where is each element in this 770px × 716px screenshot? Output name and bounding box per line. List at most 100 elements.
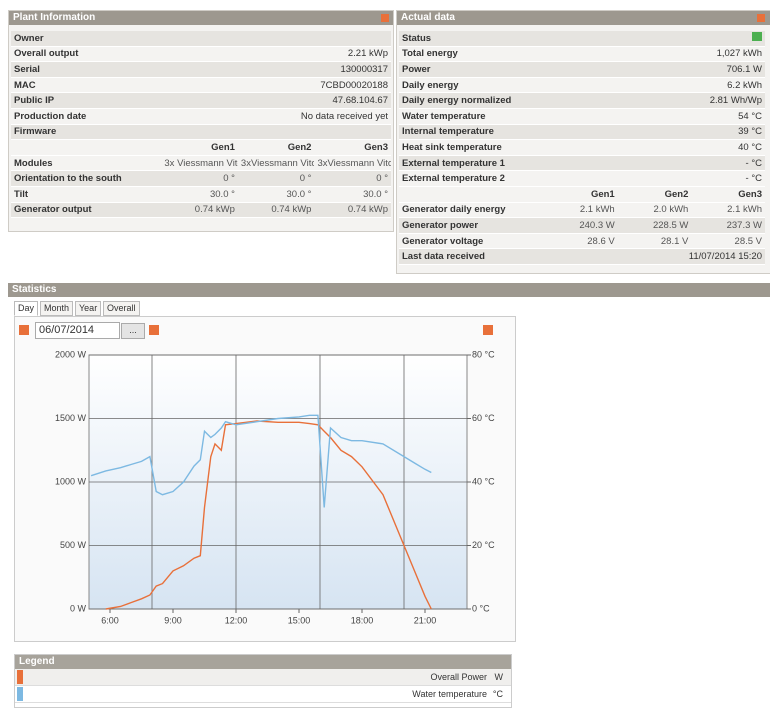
panel-title: Statistics xyxy=(12,284,57,295)
generator-value: 3xViessmann Vito xyxy=(237,155,315,172)
generator-table: Gen1 Gen2 Gen3 Modules 3x Viessmann Vito 3xVi… xyxy=(11,140,391,219)
info-row: Daily energy 6.2 kWh xyxy=(399,77,765,94)
row-label: External temperature 1 xyxy=(399,155,643,172)
row-label: Water temperature xyxy=(399,108,643,125)
row-label: Heat sink temperature xyxy=(399,139,643,156)
y2-tick-label: 40 °C xyxy=(472,476,495,486)
panel-title: Legend xyxy=(19,656,55,667)
tab-bar: Day Month Year Overall xyxy=(14,299,514,317)
panel-header: Legend xyxy=(15,655,511,669)
series-line xyxy=(90,414,432,508)
chart: 0 W 500 W 1000 W 1500 W 2000 W 0 °C 20 °C 40 °C… xyxy=(55,349,495,625)
generator-header: Gen3 xyxy=(314,140,391,156)
row-label: Internal temperature xyxy=(399,124,643,141)
collapse-icon[interactable] xyxy=(381,14,389,22)
row-value: 706.1 W xyxy=(642,61,765,78)
generator-value: 0.74 kWp xyxy=(161,202,238,219)
info-row: Production date No data received yet xyxy=(11,108,391,125)
generator-header: Gen3 xyxy=(691,186,765,203)
legend-unit: °C xyxy=(492,689,503,699)
generator-value: 228.5 W xyxy=(617,217,692,234)
generator-row: Orientation to the south 0 ° 0 ° 0 ° xyxy=(11,170,391,187)
panel-header: Actual data xyxy=(397,11,770,25)
info-table: Owner Overall output 2.21 kWp Serial 1300003… xyxy=(11,31,391,141)
prev-button[interactable] xyxy=(19,325,29,335)
statistics-panel: Statistics Day Month Year Overall 06/07/201… xyxy=(8,283,770,713)
row-label: Total energy xyxy=(399,46,643,63)
generator-value: 2.0 kWh xyxy=(617,202,692,219)
x-tick-label: 18:00 xyxy=(351,615,374,625)
legend: W Overall Power °C Water temperature xyxy=(15,669,511,703)
generator-header-row: Gen1 Gen2 Gen3 xyxy=(11,140,391,156)
row-label: Generator voltage xyxy=(399,233,545,250)
actual-data-panel: Actual data Status Total energy 1,027 kWh P… xyxy=(396,10,770,274)
generator-value: 28.1 V xyxy=(617,233,692,250)
info-row: Daily energy normalized 2.81 Wh/Wp xyxy=(399,92,765,109)
y2-tick-label: 80 °C xyxy=(472,349,495,359)
row-value xyxy=(184,31,391,47)
row-value: 2.21 kWp xyxy=(184,46,391,63)
generator-row: Generator daily energy 2.1 kWh 2.0 kWh 2.1 … xyxy=(399,202,765,219)
row-label: Status xyxy=(399,31,643,47)
x-tick-label: 9:00 xyxy=(164,615,182,625)
generator-value: 0 ° xyxy=(314,170,391,187)
row-label: Generator daily energy xyxy=(399,202,545,219)
row-value: 47.68.104.67 xyxy=(184,92,391,109)
generator-row: Generator voltage 28.6 V 28.1 V 28.5 V xyxy=(399,233,765,250)
row-value: 130000317 xyxy=(184,61,391,78)
row-value: 54 °C xyxy=(642,108,765,125)
row-label: Daily energy xyxy=(399,77,643,94)
row-value: 6.2 kWh xyxy=(642,77,765,94)
collapse-icon[interactable] xyxy=(757,14,765,22)
info-row: Power 706.1 W xyxy=(399,61,765,78)
row-label: External temperature 2 xyxy=(399,170,643,187)
row-value: 7CBD00020188 xyxy=(184,77,391,94)
panel-header: Plant Information xyxy=(9,11,393,25)
row-label: Owner xyxy=(11,31,185,47)
generator-value: 28.6 V xyxy=(544,233,618,250)
generator-header: Gen1 xyxy=(544,186,618,203)
generator-value: 30.0 ° xyxy=(314,186,391,203)
info-row: Heat sink temperature 40 °C xyxy=(399,139,765,156)
tab[interactable]: Overall xyxy=(103,301,140,316)
row-value: 1,027 kWh xyxy=(642,46,765,63)
row-label: Daily energy normalized xyxy=(399,92,643,109)
status-ok-icon xyxy=(752,32,762,42)
date-input[interactable]: 06/07/2014 xyxy=(35,322,120,339)
legend-name: Water temperature xyxy=(412,689,487,699)
generator-row: Generator power 240.3 W 228.5 W 237.3 W xyxy=(399,217,765,234)
footer-value: 11/07/2014 15:20 xyxy=(592,249,765,265)
generator-header: Gen1 xyxy=(161,140,238,156)
generator-value: 240.3 W xyxy=(544,217,618,234)
tab[interactable]: Year xyxy=(75,301,102,316)
generator-header-row: Gen1 Gen2 Gen3 xyxy=(399,186,765,203)
next-button[interactable] xyxy=(149,325,159,335)
export-button[interactable] xyxy=(483,325,493,335)
generator-value: 3xViessmann Vito xyxy=(314,155,391,172)
generator-value: 0.74 kWp xyxy=(237,202,315,219)
row-value: 40 °C xyxy=(642,139,765,156)
info-row: Water temperature 54 °C xyxy=(399,108,765,125)
info-row: Internal temperature 39 °C xyxy=(399,124,765,141)
row-value: - °C xyxy=(642,170,765,187)
date-picker-button[interactable]: ... xyxy=(121,323,145,339)
spacer xyxy=(399,186,545,203)
row-label: Power xyxy=(399,61,643,78)
row-value: - °C xyxy=(642,155,765,172)
tab[interactable]: Month xyxy=(40,301,74,316)
row-value: 2.81 Wh/Wp xyxy=(642,92,765,109)
y-tick-label: 2000 W xyxy=(55,349,87,359)
legend-panel: Legend W Overall Power °C Water temperature xyxy=(14,654,512,708)
row-value: No data received yet xyxy=(184,108,391,125)
info-row: Status xyxy=(399,31,765,47)
row-label: Modules xyxy=(11,155,162,172)
x-tick-label: 6:00 xyxy=(101,615,119,625)
info-row: Serial 130000317 xyxy=(11,61,391,78)
tab[interactable]: Day xyxy=(14,301,39,316)
generator-header: Gen2 xyxy=(237,140,315,156)
x-tick-label: 21:00 xyxy=(414,615,437,625)
y2-tick-label: 20 °C xyxy=(472,540,495,550)
row-label: MAC xyxy=(11,77,185,94)
